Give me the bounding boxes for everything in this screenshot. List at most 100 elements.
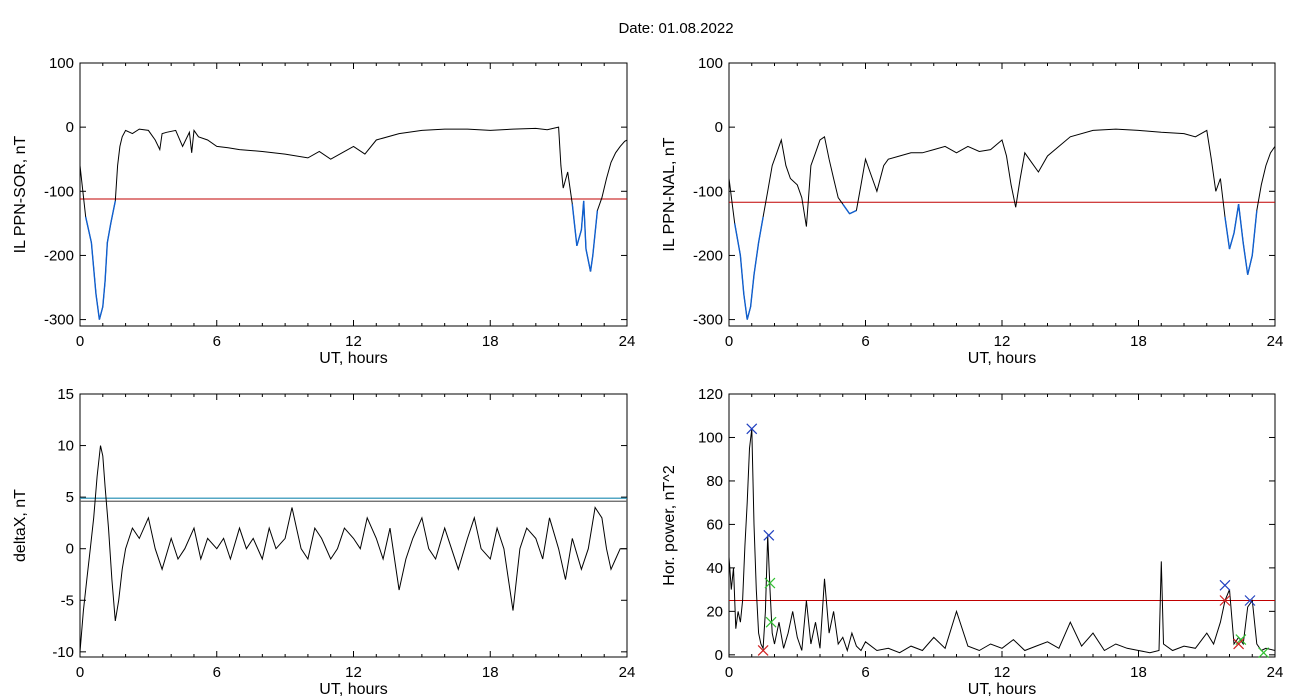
- y-tick-label: 0: [66, 541, 74, 558]
- x-tick-label: 0: [76, 333, 84, 350]
- peak-marker: [1219, 595, 1231, 606]
- peak-marker: [764, 577, 776, 589]
- series-below-threshold-segment: [104, 242, 109, 282]
- y-axis-label: IL PPN-SOR, nT: [12, 135, 29, 253]
- y-tick-label: 0: [715, 119, 723, 136]
- y-axis-label: Hor. power, nT^2: [661, 465, 678, 586]
- series-line-0: [729, 428, 1275, 654]
- y-tick-label: 100: [49, 55, 74, 72]
- series-below-threshold-segment: [106, 223, 112, 243]
- x-tick-label: 6: [213, 664, 221, 681]
- x-tick-label: 24: [619, 333, 636, 350]
- x-tick-label: 12: [345, 333, 362, 350]
- series-line-0: [80, 126, 627, 320]
- peak-marker: [1219, 579, 1231, 591]
- series-below-threshold-segment: [1237, 204, 1244, 243]
- y-tick-label: 0: [66, 119, 74, 136]
- peak-marker: [763, 529, 775, 541]
- y-tick-label: 120: [698, 386, 723, 403]
- peak-marker: [765, 616, 777, 628]
- x-tick-label: 18: [1130, 333, 1147, 350]
- series-below-threshold-segment: [757, 216, 764, 243]
- y-tick-label: 100: [698, 55, 723, 72]
- series-below-threshold-segment: [1224, 216, 1231, 250]
- peak-marker: [746, 423, 758, 435]
- x-axis-label: UT, hours: [319, 350, 387, 367]
- x-tick-label: 24: [619, 664, 636, 681]
- plot-frame: [79, 393, 628, 658]
- peak-marker: [757, 645, 769, 656]
- series-below-threshold-segment: [90, 242, 97, 294]
- x-tick-label: 6: [861, 664, 869, 681]
- series-below-threshold-segment: [1247, 255, 1253, 275]
- series-below-threshold-segment: [739, 255, 745, 294]
- x-tick-label: 6: [213, 333, 221, 350]
- series-below-threshold-segment: [849, 209, 857, 215]
- x-tick-label: 18: [1130, 664, 1147, 681]
- figure-title: Date: 01.08.2022: [618, 20, 733, 37]
- series-below-threshold-segment: [842, 203, 851, 215]
- series-below-threshold-segment: [733, 223, 742, 256]
- peak-marker: [1258, 647, 1270, 659]
- series-below-threshold-segment: [585, 248, 592, 272]
- series-below-threshold-segment: [1233, 204, 1240, 234]
- series-below-threshold-segment: [743, 293, 748, 320]
- y-tick-label: 5: [66, 489, 74, 506]
- y-tick-label: 20: [706, 603, 723, 620]
- plot-frame: [79, 62, 628, 327]
- y-tick-label: 15: [57, 386, 74, 403]
- y-tick-label: -10: [52, 644, 74, 661]
- series-below-threshold-segment: [95, 293, 101, 320]
- y-tick-label: 10: [57, 438, 74, 455]
- series-below-threshold-segment: [753, 242, 760, 275]
- series-below-threshold-segment: [576, 229, 583, 247]
- series-below-threshold-segment: [102, 281, 106, 307]
- y-tick-label: 60: [706, 516, 723, 533]
- series-below-threshold-segment: [589, 255, 594, 272]
- x-tick-label: 0: [76, 664, 84, 681]
- x-tick-label: 12: [994, 664, 1011, 681]
- y-tick-label: -100: [693, 183, 723, 200]
- chart-panel-top-right: 0 6 12 18 24 -300 -200 -100 0 100 UT, hours IL PPN-…: [661, 55, 1283, 367]
- x-tick-label: 12: [994, 333, 1011, 350]
- x-tick-label: 0: [725, 333, 733, 350]
- series-below-threshold-segment: [592, 210, 599, 256]
- y-tick-label: -300: [693, 312, 723, 329]
- series-below-threshold-segment: [746, 306, 752, 320]
- y-tick-label: -200: [44, 247, 74, 264]
- y-axis-label: deltaX, nT: [12, 489, 29, 562]
- x-axis-label: UT, hours: [968, 681, 1036, 698]
- x-axis-label: UT, hours: [319, 681, 387, 698]
- series-below-threshold-segment: [571, 204, 578, 246]
- y-tick-label: -200: [693, 247, 723, 264]
- y-tick-label: 80: [706, 473, 723, 490]
- plot-frame: [728, 62, 1276, 327]
- y-tick-label: 40: [706, 560, 723, 577]
- series-below-threshold-segment: [1251, 210, 1258, 256]
- series-below-threshold-segment: [98, 306, 104, 320]
- y-tick-label: 0: [715, 647, 723, 664]
- y-tick-label: -100: [44, 183, 74, 200]
- y-axis-label: IL PPN-NAL, nT: [661, 137, 678, 251]
- series-below-threshold-segment: [1228, 232, 1235, 250]
- series-below-threshold-segment: [582, 200, 587, 250]
- x-axis-label: UT, hours: [968, 350, 1036, 367]
- x-tick-label: 18: [482, 333, 499, 350]
- chart-panel-top-left: 0 6 12 18 24 -300 -200 -100 0 100 UT, hours IL PPN-…: [12, 55, 635, 367]
- x-tick-label: 24: [1267, 664, 1284, 681]
- series-below-threshold-segment: [85, 216, 93, 243]
- plot-frame: [728, 393, 1276, 658]
- y-tick-label: 100: [698, 429, 723, 446]
- series-line-0: [729, 128, 1275, 320]
- chart-panel-bottom-right: 0 6 12 18 24 0 20 40 60 80 100 120 UT, hours Hor. pow…: [661, 386, 1283, 698]
- series-below-threshold-segment: [1242, 242, 1249, 275]
- x-tick-label: 6: [861, 333, 869, 350]
- x-tick-label: 0: [725, 664, 733, 681]
- chart-panel-bottom-left: 0 6 12 18 24 -10 -5 0 5 10 15 UT, hours deltaX, nT: [12, 386, 635, 698]
- x-tick-label: 24: [1267, 333, 1284, 350]
- x-tick-label: 12: [345, 664, 362, 681]
- peak-marker: [1233, 638, 1245, 650]
- series-below-threshold-segment: [110, 200, 117, 224]
- series-below-threshold-segment: [749, 274, 755, 307]
- y-tick-label: -300: [44, 312, 74, 329]
